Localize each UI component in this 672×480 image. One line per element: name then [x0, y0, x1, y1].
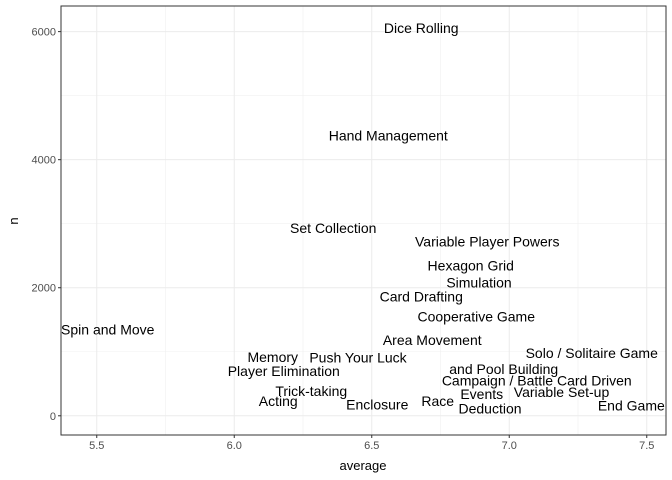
point-label: Acting — [259, 393, 298, 409]
point-label: Variable Set-up — [514, 384, 610, 400]
point-label: Hexagon Grid — [428, 257, 514, 273]
point-label: Deduction — [458, 401, 521, 417]
y-tick-label: 4000 — [32, 155, 56, 167]
point-label: Simulation — [446, 275, 511, 291]
point-label: End Game Bonuses — [598, 398, 672, 414]
point-label: Trick-taking — [275, 383, 347, 399]
point-label: Variable Player Powers — [415, 234, 559, 250]
x-tick-label: 7.0 — [502, 440, 517, 452]
plot-border — [60, 5, 667, 436]
point-label: Set Collection — [290, 220, 376, 236]
point-label: and Pool Building — [449, 361, 558, 377]
x-tick-label: 6.5 — [364, 440, 379, 452]
point-label: Campaign / Battle Card Driven — [442, 373, 632, 389]
point-label: Solo / Solitaire Game — [526, 345, 658, 361]
y-tick-label: 6000 — [32, 27, 56, 39]
point-label: Area Movement — [383, 332, 482, 348]
point-label: Player Elimination — [228, 363, 340, 379]
point-label: Race — [421, 393, 454, 409]
plot-panel — [61, 6, 666, 435]
x-tick-label: 7.5 — [639, 440, 654, 452]
point-label: Enclosure — [346, 396, 408, 412]
x-tick-label: 5.5 — [89, 440, 104, 452]
x-axis-title: average — [340, 458, 387, 473]
y-tick-label: 2000 — [32, 283, 56, 295]
grid-lines — [61, 6, 666, 435]
point-label: Hand Management — [329, 127, 448, 143]
point-label: Events — [460, 386, 503, 402]
point-labels: Dice Rolling Hand Management Set Collectio… — [61, 20, 672, 417]
x-axis: 5.5 6.0 6.5 7.0 7.5 — [89, 435, 654, 452]
point-label: Memory — [247, 349, 298, 365]
point-label: Cooperative Game — [417, 309, 535, 325]
point-label: Dice Rolling — [384, 20, 459, 36]
y-axis: 0 2000 4000 6000 — [32, 27, 61, 423]
point-label: Spin and Move — [61, 321, 155, 337]
point-label: Card Drafting — [380, 289, 463, 305]
x-tick-label: 6.0 — [227, 440, 242, 452]
point-label: Push Your Luck — [309, 350, 407, 366]
y-tick-label: 0 — [50, 411, 56, 423]
y-axis-title: n — [6, 217, 21, 224]
